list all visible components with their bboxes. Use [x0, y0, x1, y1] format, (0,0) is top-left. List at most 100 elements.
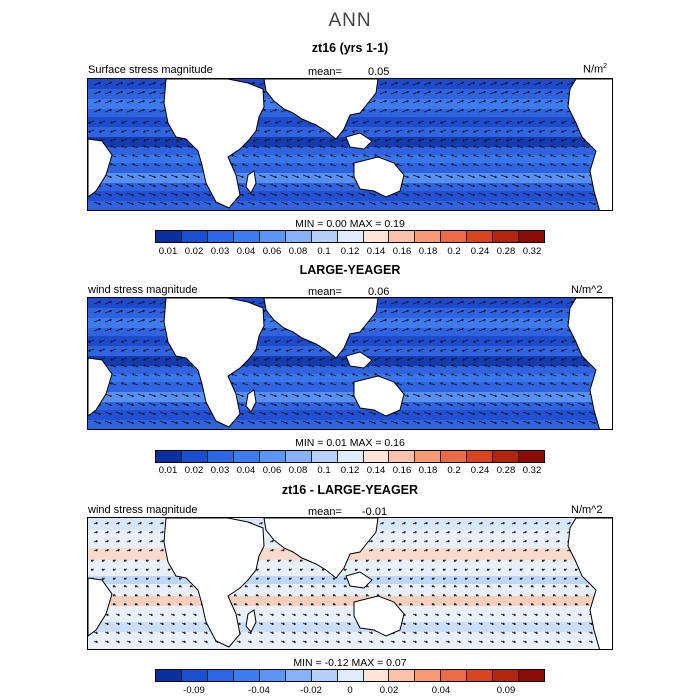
colorbar-tick-label: 0.2	[447, 246, 461, 257]
land-mass	[88, 357, 113, 417]
panel-3-mean-value: -0.01	[362, 506, 388, 518]
colorbar-tick-label: 0	[347, 685, 353, 696]
colorbar-swatch	[156, 670, 182, 681]
panel-2-mean-value: 0.06	[368, 286, 390, 298]
colorbar-tick-label: 0.03	[210, 246, 230, 257]
colorbar-tick-label: 0.04	[236, 465, 256, 476]
colorbar-tick-label: 0.24	[470, 465, 490, 476]
colorbar-swatch	[467, 231, 494, 242]
colorbar-tick-label: 0.24	[470, 246, 490, 257]
colorbar-swatch	[156, 231, 182, 242]
land-mass	[353, 375, 405, 417]
colorbar-swatch	[233, 451, 260, 462]
colorbar-swatch	[233, 231, 260, 242]
colorbar-swatch	[337, 451, 364, 462]
colorbar-swatch	[363, 231, 390, 242]
colorbar-swatch	[181, 451, 208, 462]
land-mass	[263, 79, 379, 140]
panel-1-map	[87, 78, 613, 211]
land-mass	[245, 389, 257, 413]
colorbar-tick-label: 0.02	[379, 685, 399, 696]
colorbar-swatch	[415, 451, 442, 462]
colorbar-swatch	[389, 451, 416, 462]
panel-3-min-max: MIN = -0.12 MAX = 0.07	[293, 657, 407, 669]
panel-1-mean-label: mean=	[308, 66, 342, 78]
colorbar-tick-label: 0.14	[366, 246, 386, 257]
panel-1-min-max: MIN = 0.00 MAX = 0.19	[295, 218, 405, 230]
colorbar-tick-label: 0.32	[522, 246, 542, 257]
colorbar-swatch	[441, 451, 468, 462]
panel-2-min-max: MIN = 0.01 MAX = 0.16	[295, 437, 405, 449]
land-mass	[88, 577, 113, 637]
colorbar-swatch	[181, 670, 208, 681]
panel-3-colorbar	[155, 669, 545, 682]
colorbar-tick-label: 0.2	[447, 465, 461, 476]
land-mass	[263, 298, 379, 359]
land-mass	[245, 609, 257, 633]
panel-2-colorbar	[155, 450, 545, 463]
colorbar-tick-label: 0.18	[418, 246, 438, 257]
land-mass	[353, 156, 405, 198]
colorbar-swatch	[259, 231, 286, 242]
colorbar-tick-label: 0.06	[262, 246, 282, 257]
panel-3-colorbar-labels: -0.09 -0.04 -0.02 0 0.02 0.04 0.09	[155, 685, 545, 697]
panel-1-field-label: Surface stress magnitude	[88, 64, 213, 76]
panel-2-mean-label: mean=	[308, 286, 342, 298]
colorbar-tick-label: -0.02	[300, 685, 322, 696]
panel-3-field-label: wind stress magnitude	[88, 504, 198, 516]
land-mass	[245, 170, 257, 194]
colorbar-tick-label: 0.1	[317, 465, 331, 476]
colorbar-tick-label: 0.02	[184, 246, 204, 257]
panel-3-units: N/m^2	[571, 504, 603, 516]
colorbar-swatch	[311, 231, 338, 242]
colorbar-swatch	[441, 231, 468, 242]
colorbar-swatch	[233, 670, 260, 681]
land-mass	[567, 79, 612, 210]
colorbar-tick-label: 0.14	[366, 465, 386, 476]
panel-2-title: LARGE-YEAGER	[299, 263, 401, 277]
colorbar-tick-label: -0.04	[248, 685, 270, 696]
panel-3-mean-label: mean=	[308, 506, 342, 518]
colorbar-swatch	[389, 670, 416, 681]
panel-1-colorbar	[155, 230, 545, 243]
colorbar-tick-label: -0.09	[183, 685, 205, 696]
colorbar-swatch	[519, 670, 545, 681]
colorbar-swatch	[156, 451, 182, 462]
land-mass	[353, 595, 405, 637]
colorbar-tick-label: 0.16	[392, 465, 412, 476]
colorbar-tick-label: 0.18	[418, 465, 438, 476]
colorbar-tick-label: 0.08	[288, 246, 308, 257]
land-mass	[163, 79, 265, 209]
panel-1-colorbar-labels: 0.01 0.02 0.03 0.04 0.06 0.08 0.1 0.12 0.14 0.16 0…	[155, 246, 545, 258]
figure-title: ANN	[328, 10, 372, 31]
colorbar-swatch	[441, 670, 468, 681]
colorbar-swatch	[389, 231, 416, 242]
panel-2-map	[87, 297, 613, 430]
colorbar-tick-label: 0.28	[496, 246, 516, 257]
panel-3-title: zt16 - LARGE-YEAGER	[281, 483, 419, 497]
colorbar-swatch	[181, 231, 208, 242]
colorbar-swatch	[493, 451, 520, 462]
colorbar-swatch	[207, 231, 234, 242]
land-mass	[263, 518, 379, 579]
colorbar-swatch	[519, 231, 545, 242]
colorbar-swatch	[337, 670, 364, 681]
colorbar-tick-label: 0.01	[158, 246, 178, 257]
colorbar-swatch	[311, 670, 338, 681]
colorbar-tick-label: 0.04	[236, 246, 256, 257]
land-mass	[567, 298, 612, 429]
land-mass	[345, 571, 373, 589]
colorbar-tick-label: 0.12	[340, 246, 360, 257]
panel-2-units: N/m^2	[571, 284, 603, 296]
colorbar-tick-label: 0.03	[210, 465, 230, 476]
land-mass	[567, 518, 612, 649]
colorbar-swatch	[493, 670, 520, 681]
panel-2-colorbar-labels: 0.01 0.02 0.03 0.04 0.06 0.08 0.1 0.12 0.14 0.16 0…	[155, 465, 545, 477]
panel-2-field-label: wind stress magnitude	[88, 284, 198, 296]
colorbar-swatch	[259, 670, 286, 681]
colorbar-tick-label: 0.09	[496, 685, 516, 696]
land-mass	[345, 351, 373, 369]
colorbar-swatch	[415, 670, 442, 681]
colorbar-swatch	[311, 451, 338, 462]
colorbar-swatch	[467, 451, 494, 462]
